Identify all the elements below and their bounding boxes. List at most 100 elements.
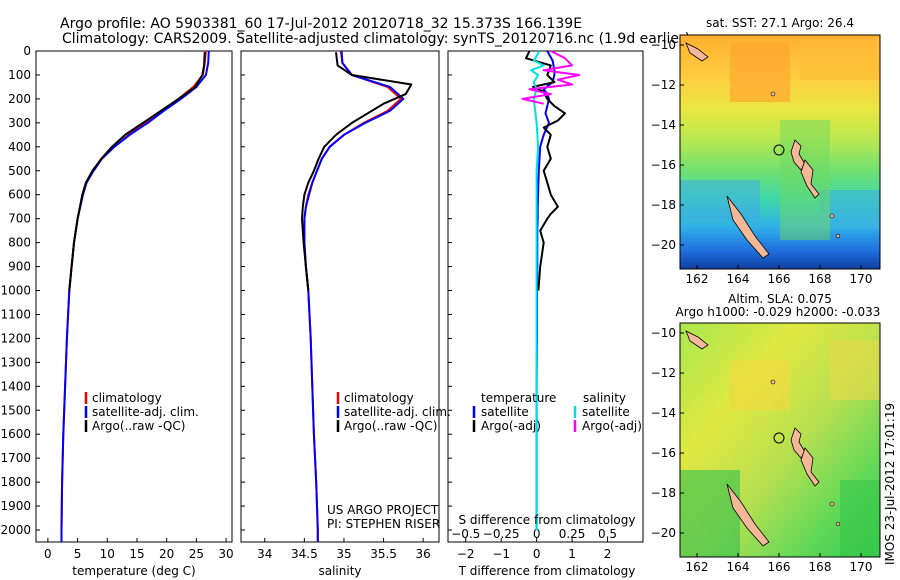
vanuatu-island <box>800 447 820 487</box>
map-lon-label: 168 <box>809 272 832 286</box>
x-tick-label: 35.5 <box>370 547 397 561</box>
x-tick-label: 25 <box>189 547 204 561</box>
legend-label-s-satellite: satellite <box>582 405 630 419</box>
map-lon-label: 170 <box>850 560 873 574</box>
header-title-line2: Climatology: CARS2009. Satellite-adjuste… <box>62 31 690 47</box>
island-dot <box>835 233 841 239</box>
x-tick-label: 1 <box>568 547 576 561</box>
temperature-plot-frame <box>35 50 233 543</box>
map-lat-label: −12 <box>651 366 676 380</box>
depth-tick-label: 1400 <box>0 379 31 393</box>
sst-map-title: sat. SST: 27.1 Argo: 26.4 <box>706 16 854 30</box>
map-lon-label: 164 <box>727 272 750 286</box>
depth-tick-label: 1200 <box>0 331 31 345</box>
legend-label-satellite: satellite-adj. clim. <box>344 405 451 419</box>
map-lon-label: 162 <box>686 560 709 574</box>
map-lat-label: −16 <box>651 446 676 460</box>
island-dot <box>770 379 776 385</box>
series-line-satellite-adj-clim <box>303 50 405 542</box>
salinity-plot-frame <box>240 50 440 543</box>
series-line-satellite <box>530 50 545 530</box>
series-line-argo-raw-qc <box>68 52 206 291</box>
argo-location-marker <box>773 144 785 156</box>
legend-header-salinity: salinity <box>583 391 626 405</box>
sla-map: Altim. SLA: 0.075 Argo h1000: -0.029 h20… <box>651 292 881 574</box>
depth-tick-label: 300 <box>8 116 31 130</box>
sla-map-frame <box>679 322 881 558</box>
legend-label-argo: Argo(..raw -QC) <box>92 419 185 433</box>
sla-field <box>680 323 880 557</box>
map-lon-label: 166 <box>768 272 791 286</box>
temperature-legend: climatology satellite-adj. clim. Argo(..… <box>84 391 199 433</box>
sst-map-ticks: 162 164 166 168 170 −10 −12 −14 −16 −18 −20 <box>651 38 873 286</box>
legend-label-s-argo: Argo(-adj) <box>582 419 642 433</box>
island-dot <box>835 521 841 527</box>
map-lon-label: 168 <box>809 560 832 574</box>
depth-tick-label: 200 <box>8 92 31 106</box>
depth-tick-label: 1500 <box>0 403 31 417</box>
solomon-island <box>685 330 709 350</box>
t-difference-axis-ticks: −2 −1 0 1 2 <box>457 538 611 561</box>
argo-location-marker <box>773 432 785 444</box>
pi-annotation: PI: STEPHEN RISER <box>327 517 440 531</box>
difference-panel: −2 −1 0 1 2 −0.5 −0.25 0 0.25 0.5 S difference f… <box>447 50 644 578</box>
map-lat-label: −12 <box>651 78 676 92</box>
temperature-panel: 0100200300400500600700800900100011001200… <box>0 44 452 578</box>
new-caledonia-island <box>726 195 770 259</box>
depth-tick-label: 800 <box>8 236 31 250</box>
salinity-panel: 34 34.5 35 35.5 36 salinity climatology sate… <box>240 50 451 578</box>
map-lat-label: −20 <box>651 526 676 540</box>
map-lat-label: −14 <box>651 118 676 132</box>
temperature-axis-label: temperature (deg C) <box>72 564 195 578</box>
depth-tick-label: 1900 <box>0 499 31 513</box>
map-lon-label: 164 <box>727 560 750 574</box>
header-title-line1: Argo profile: AO 5903381_60 17-Jul-2012 … <box>60 16 582 32</box>
depth-tick-label: 0 <box>23 44 31 58</box>
temperature-axis-ticks: 0 5 10 15 20 25 30 <box>44 538 234 561</box>
map-lat-label: −16 <box>651 158 676 172</box>
legend-label-t-argo: Argo(-adj) <box>481 419 541 433</box>
x-tick-label: −2 <box>457 547 475 561</box>
salinity-axis-ticks: 34 34.5 35 35.5 36 <box>257 538 431 561</box>
map-lat-label: −20 <box>651 238 676 252</box>
depth-tick-label: 500 <box>8 164 31 178</box>
depth-tick-label: 1000 <box>0 284 31 298</box>
vanuatu-island <box>800 159 820 199</box>
sst-map-frame <box>679 34 881 270</box>
x-tick-label: 0 <box>533 547 541 561</box>
x-tick-label: 30 <box>218 547 233 561</box>
x-tick-label: 15 <box>129 547 144 561</box>
x-tick-label: 10 <box>100 547 115 561</box>
x-tick-label: 35 <box>336 547 351 561</box>
map-lat-label: −10 <box>651 38 676 52</box>
s-difference-axis-label: S difference from climatology <box>459 513 636 527</box>
legend-label-climatology: climatology <box>92 391 162 405</box>
legend-label-argo: Argo(..raw -QC) <box>344 419 437 433</box>
island-dot <box>829 501 835 507</box>
depth-tick-label: 900 <box>8 260 31 274</box>
series-line-argo-adj <box>525 50 566 291</box>
map-lat-label: −18 <box>651 198 676 212</box>
x-tick-label: 5 <box>74 547 82 561</box>
depth-axis-ticks: 0 100 200 300 400 500 600 700 800 900 1000 1100 1200… <box>0 44 452 537</box>
s-diff-tick-label: 0 <box>533 527 541 541</box>
map-lat-label: −14 <box>651 406 676 420</box>
difference-legend: temperature salinity satellite Argo(-adj… <box>472 391 642 433</box>
series-line-argo-raw-qc <box>301 52 413 291</box>
x-tick-label: 0 <box>44 547 52 561</box>
legend-label-t-satellite: satellite <box>481 405 529 419</box>
depth-tick-label: 1300 <box>0 355 31 369</box>
island-dot <box>829 213 835 219</box>
depth-tick-label: 1100 <box>0 307 31 321</box>
solomon-island <box>685 42 709 62</box>
map-lon-label: 162 <box>686 272 709 286</box>
salinity-axis-label: salinity <box>318 564 361 578</box>
depth-tick-label: 1700 <box>0 451 31 465</box>
map-lon-label: 166 <box>768 560 791 574</box>
series-line-satellite-adj-clim <box>60 50 210 542</box>
temperature-profile-lines <box>60 50 210 542</box>
depth-tick-label: 400 <box>8 140 31 154</box>
sla-map-title1: Altim. SLA: 0.075 <box>728 292 832 306</box>
t-difference-axis-label: T difference from climatology <box>458 564 636 578</box>
